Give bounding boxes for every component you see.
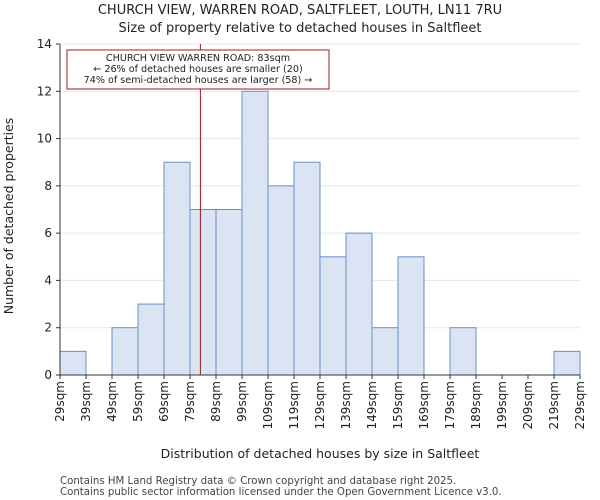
bar-139sqm <box>345 232 373 376</box>
bar-119sqm <box>293 161 321 376</box>
annotation-line-1: CHURCH VIEW WARREN ROAD: 83sqm <box>106 53 290 64</box>
chart-title: CHURCH VIEW, WARREN ROAD, SALTFLEET, LOU… <box>98 3 502 18</box>
bar-79sqm <box>189 209 217 376</box>
x-ticks: 29sqm 39sqm 49sqm 59sqm 69sqm 79sqm 89sqm 99sqm… <box>53 375 587 429</box>
x-tick-label: 69sqm <box>157 381 171 422</box>
x-tick-label: 79sqm <box>183 381 197 422</box>
x-tick-label: 109sqm <box>261 381 275 429</box>
bar-29sqm <box>59 350 87 376</box>
x-tick-label: 199sqm <box>495 381 509 429</box>
annotation-box: CHURCH VIEW WARREN ROAD: 83sqm ← 26% of … <box>66 49 330 90</box>
x-tick-label: 129sqm <box>313 381 327 429</box>
x-tick-label: 99sqm <box>235 381 249 422</box>
bar-89sqm <box>215 209 243 376</box>
x-tick-label: 209sqm <box>521 381 535 429</box>
y-tick-label: 2 <box>44 321 52 335</box>
bar-49sqm <box>111 327 139 376</box>
annotation-frame <box>66 49 330 90</box>
y-tick-label: 8 <box>44 179 52 193</box>
bar-99sqm <box>241 90 269 376</box>
x-tick-label: 119sqm <box>287 381 301 429</box>
x-tick-label: 149sqm <box>365 381 379 429</box>
x-tick-label: 39sqm <box>79 381 93 422</box>
bar-59sqm <box>137 303 165 376</box>
x-tick-label: 219sqm <box>547 381 561 429</box>
y-ticks: 0 2 4 6 8 10 12 14 <box>37 37 60 382</box>
x-tick-label: 89sqm <box>209 381 223 422</box>
x-tick-label: 169sqm <box>417 381 431 429</box>
footer-line-1: Contains HM Land Registry data © Crown c… <box>60 476 456 487</box>
y-tick-label: 10 <box>37 132 52 146</box>
chart-subtitle: Size of property relative to detached ho… <box>119 21 482 36</box>
x-tick-label: 139sqm <box>339 381 353 429</box>
x-axis-label: Distribution of detached houses by size … <box>161 446 480 461</box>
y-tick-label: 0 <box>44 368 52 382</box>
bar-149sqm <box>371 327 399 376</box>
bar-179sqm <box>449 327 477 376</box>
bar-219sqm <box>553 350 581 376</box>
annotation-line-3: 74% of semi-detached houses are larger (… <box>84 75 313 86</box>
annotation-line-2: ← 26% of detached houses are smaller (20… <box>93 64 302 75</box>
y-axis-label: Number of detached properties <box>1 118 16 315</box>
x-tick-label: 189sqm <box>469 381 483 429</box>
y-tick-label: 12 <box>37 84 52 98</box>
bar-69sqm <box>163 161 191 376</box>
bars <box>59 90 581 376</box>
x-tick-label: 49sqm <box>105 381 119 422</box>
x-tick-label: 179sqm <box>443 381 457 429</box>
x-tick-label: 229sqm <box>573 381 587 429</box>
x-tick-label: 159sqm <box>391 381 405 429</box>
bar-129sqm <box>319 256 347 376</box>
y-tick-label: 6 <box>44 226 52 240</box>
x-tick-label: 59sqm <box>131 381 145 422</box>
y-tick-label: 14 <box>37 37 52 51</box>
y-tick-label: 4 <box>44 273 52 287</box>
bar-159sqm <box>397 256 425 376</box>
x-tick-label: 29sqm <box>53 381 67 422</box>
footer-line-2: Contains public sector information licen… <box>60 487 502 498</box>
bar-109sqm <box>267 185 295 376</box>
